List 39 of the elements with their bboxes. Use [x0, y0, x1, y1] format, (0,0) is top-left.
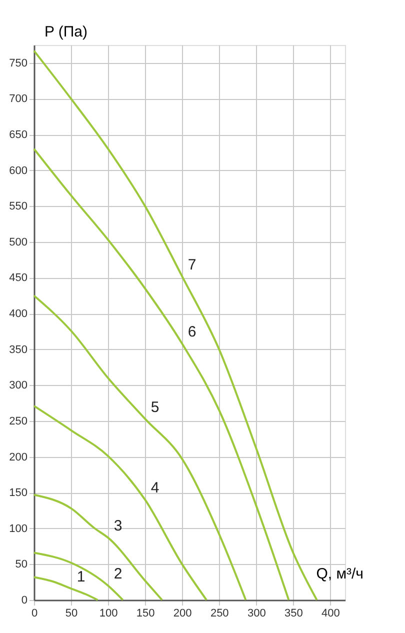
- series-label: 2: [114, 566, 122, 583]
- series-label: 7: [188, 256, 196, 274]
- y-tick-label: 500: [9, 236, 28, 248]
- y-tick-label: 550: [9, 200, 28, 213]
- line-series: [33, 294, 247, 601]
- y-tick-label: 700: [9, 93, 28, 106]
- x-tick-label: 350: [284, 608, 303, 620]
- y-tick-label: 450: [9, 272, 28, 284]
- x-tick-label: 300: [247, 608, 266, 620]
- y-tick-label: 200: [9, 451, 28, 464]
- y-tick-label: 50: [15, 558, 28, 571]
- x-tick-label: 50: [65, 608, 78, 620]
- x-axis-title: Q, м³/ч: [316, 566, 364, 582]
- x-tick-label: 0: [31, 608, 38, 620]
- x-tick-label: 250: [210, 608, 229, 620]
- line-series: [33, 552, 124, 601]
- series-label: 5: [150, 398, 160, 416]
- series-label: 1: [76, 568, 86, 586]
- line-series: [33, 494, 164, 601]
- y-tick-label: 600: [9, 164, 28, 177]
- y-tick-label: 250: [9, 415, 28, 428]
- y-tick-label: 300: [9, 380, 28, 392]
- line-series: [33, 50, 318, 601]
- y-tick-label: 650: [9, 129, 28, 142]
- series-label: 3: [114, 518, 122, 535]
- line-series: [33, 148, 290, 601]
- y-tick-label: 150: [9, 487, 28, 500]
- x-tick-label: 400: [322, 608, 340, 620]
- y-tick-label: 100: [9, 522, 28, 535]
- y-tick-label: 0: [21, 594, 28, 606]
- x-tick-label: 100: [99, 608, 118, 620]
- y-tick-label: 750: [9, 57, 28, 70]
- x-tick-label: 200: [173, 608, 192, 620]
- y-tick-label: 400: [9, 308, 28, 320]
- y-axis-title: P (Па): [44, 24, 88, 40]
- y-tick-label: 350: [9, 344, 28, 356]
- series-label: 4: [150, 480, 160, 497]
- series-label: 6: [188, 324, 196, 341]
- x-tick-label: 150: [136, 608, 155, 620]
